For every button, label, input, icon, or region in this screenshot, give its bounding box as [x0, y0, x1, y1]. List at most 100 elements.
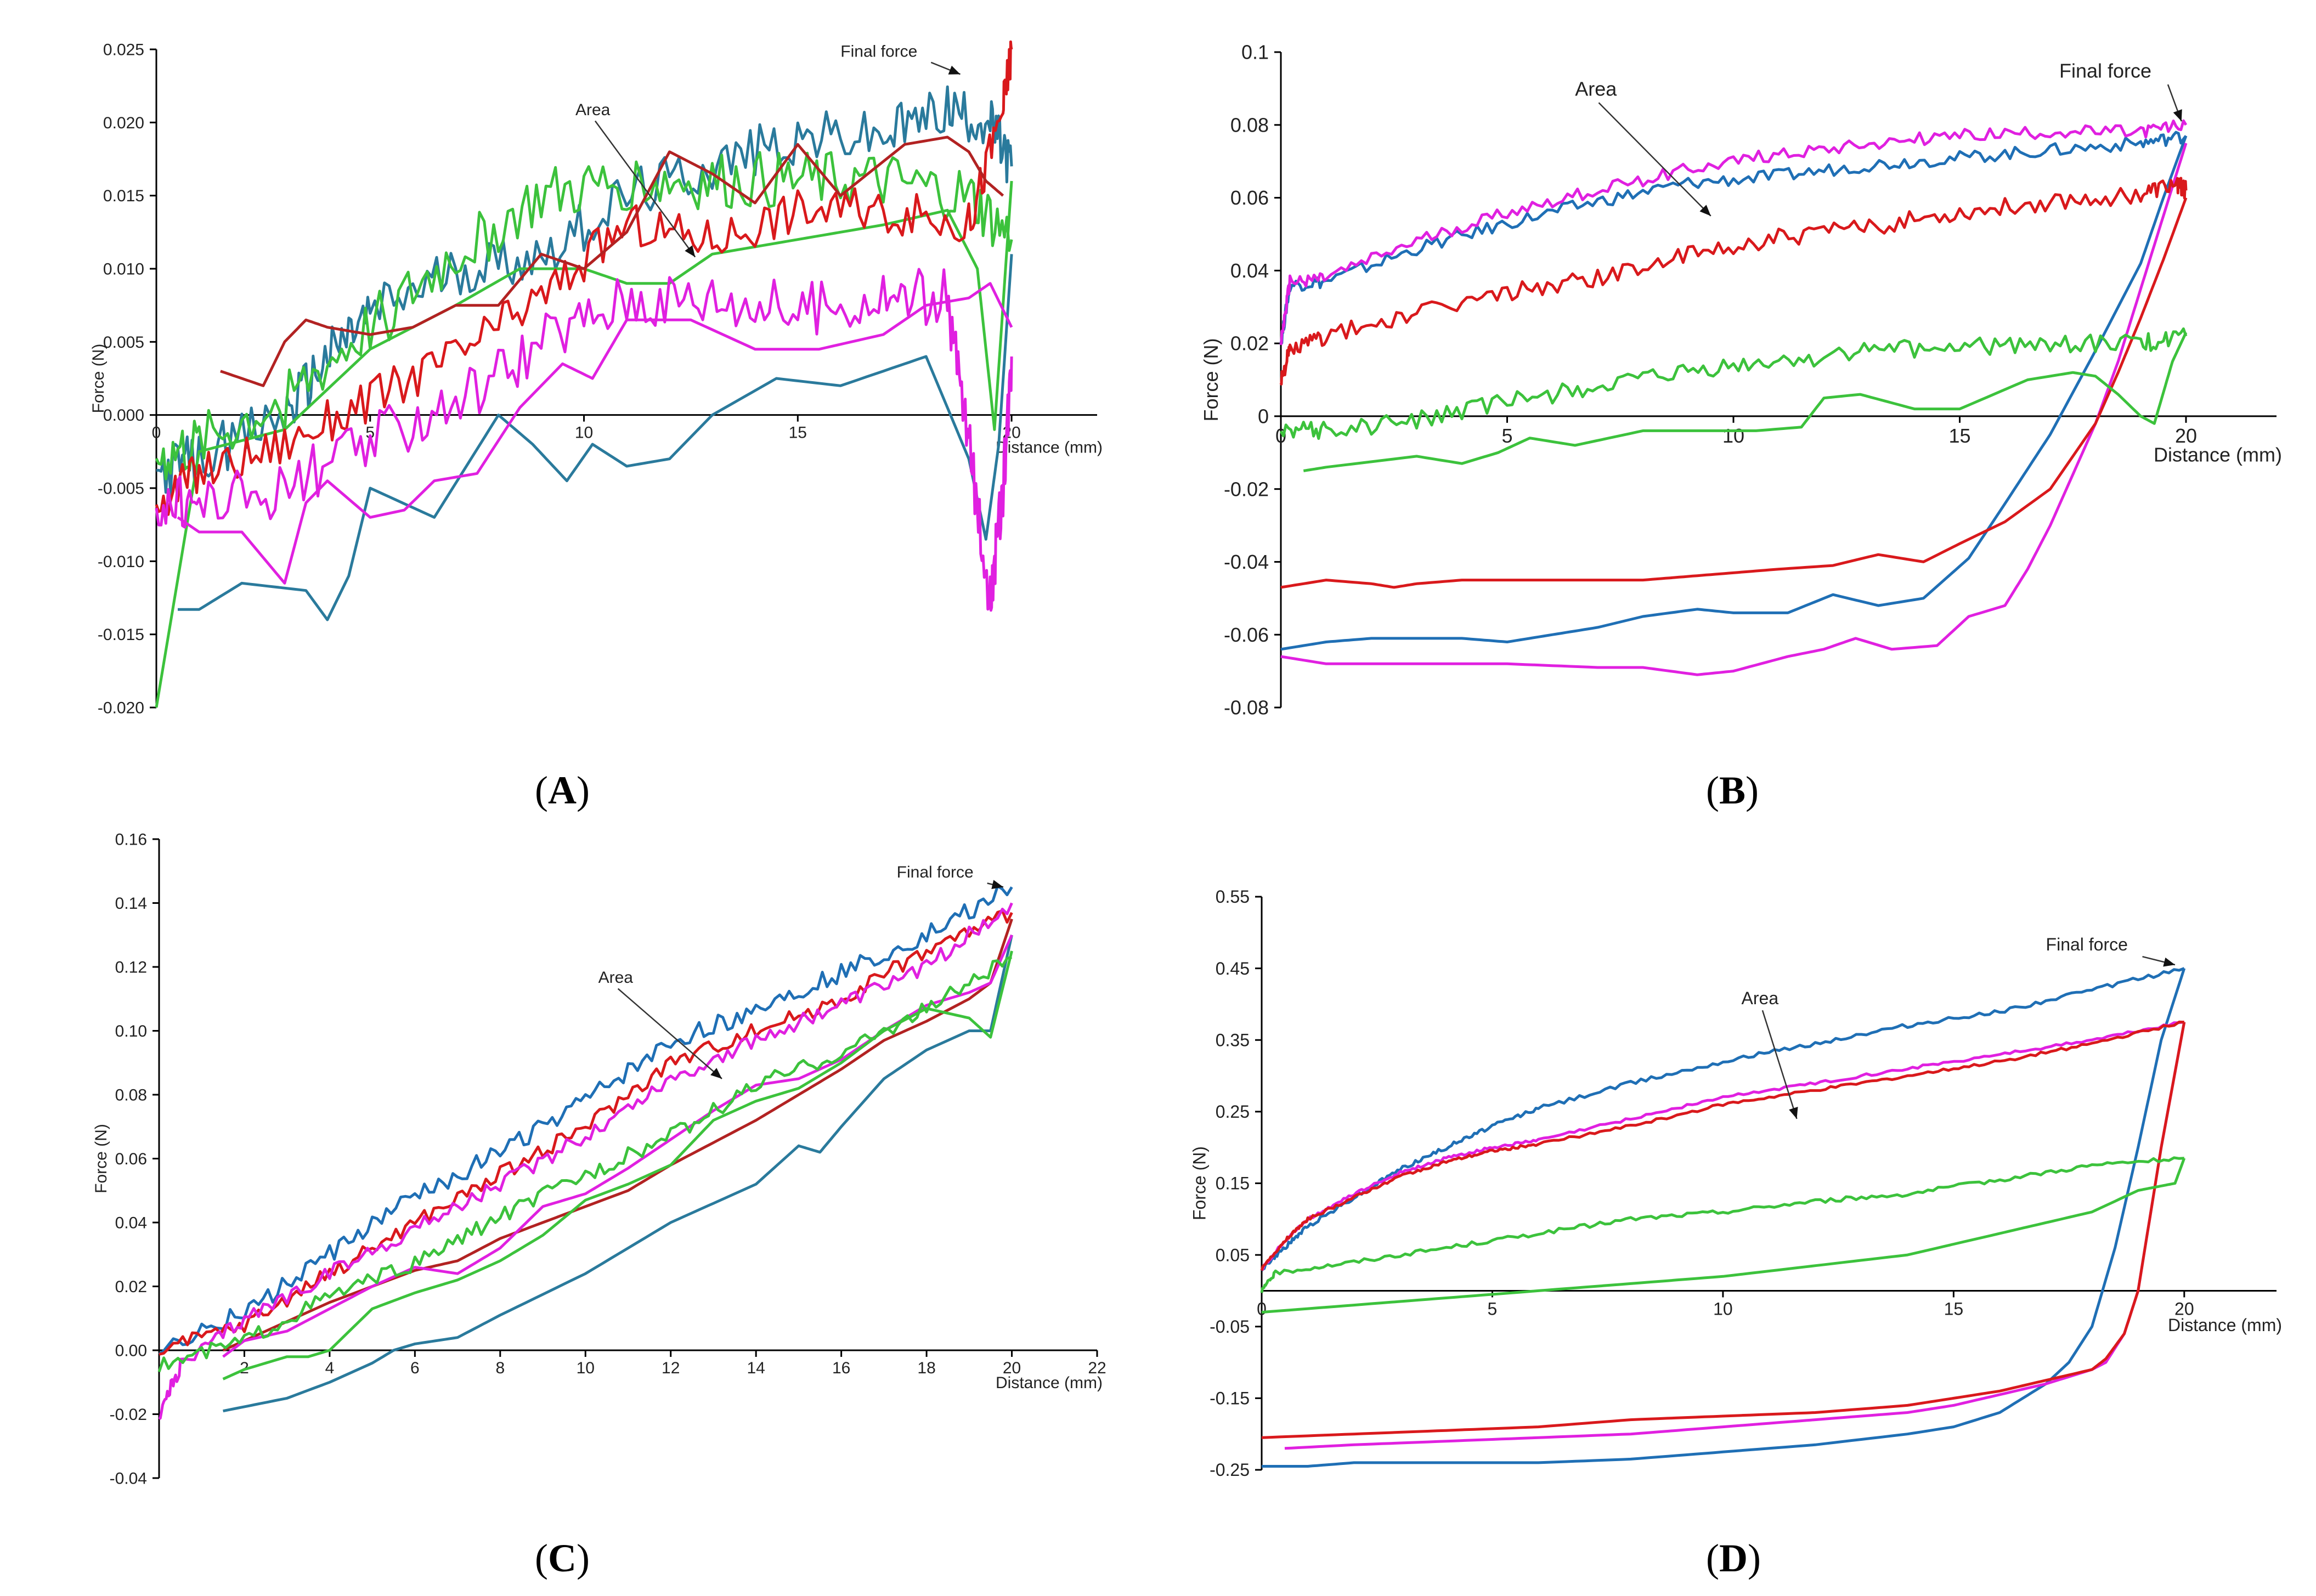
- x-tick-label: 5: [1501, 425, 1512, 447]
- y-tick-label: -0.08: [1224, 697, 1269, 719]
- annotation-arrowhead: [2163, 957, 2175, 967]
- x-axis-label: Distance (mm): [996, 439, 1103, 457]
- x-tick-label: 12: [662, 1359, 680, 1377]
- series-line-teal: [156, 85, 1013, 496]
- annotation-arrowhead: [710, 1068, 722, 1079]
- y-tick-label: 0.02: [1230, 332, 1269, 355]
- x-axis-label: Distance (mm): [996, 1374, 1103, 1392]
- annotation-arrow: [1598, 102, 1711, 217]
- annotation-label: Final force: [840, 42, 917, 60]
- y-tick-label: 0.020: [103, 114, 144, 132]
- series-line-red: [155, 40, 1013, 516]
- y-tick-label: -0.04: [1224, 551, 1269, 573]
- x-tick-label: 10: [1722, 425, 1744, 447]
- x-tick-label: 4: [325, 1359, 335, 1377]
- y-tick-label: 0.00: [115, 1342, 147, 1360]
- y-axis-label: Force (N): [89, 344, 108, 414]
- y-tick-label: 0.10: [115, 1022, 147, 1040]
- annotation-arrowhead: [1699, 205, 1711, 216]
- series-line-magenta: [1261, 1021, 2185, 1271]
- series-line-green: [155, 151, 1013, 480]
- x-tick-label: 5: [365, 424, 375, 442]
- x-tick-label: 15: [789, 424, 807, 442]
- annotation-arrow: [617, 988, 722, 1079]
- y-tick-label: -0.005: [98, 480, 144, 498]
- series-line-red: [159, 909, 1013, 1356]
- series-line-blue: [158, 885, 1013, 1356]
- annotation-arrowhead: [1789, 1107, 1798, 1119]
- series-line-magenta: [1279, 119, 2188, 346]
- y-tick-label: 0.35: [1216, 1030, 1250, 1050]
- y-axis-label: Force (N): [1190, 1146, 1210, 1220]
- annotation-label: Area: [575, 101, 611, 119]
- x-tick-label: 0: [152, 424, 161, 442]
- series-line-red: [1279, 177, 2188, 386]
- y-tick-label: 0.000: [103, 406, 144, 425]
- annotation-arrowhead: [2173, 109, 2182, 122]
- panel-label-d: (D): [1706, 1536, 1761, 1580]
- series-line-darkred-return: [222, 918, 1013, 1352]
- x-tick-label: 10: [1713, 1299, 1733, 1318]
- x-tick-label: 20: [2174, 1299, 2194, 1318]
- y-tick-label: -0.04: [110, 1470, 147, 1488]
- series-line-blue-return: [1280, 135, 2188, 651]
- annotation-label: Final force: [2046, 935, 2128, 954]
- y-tick-label: 0.08: [1230, 114, 1269, 136]
- x-tick-label: 22: [1088, 1359, 1106, 1377]
- annotation-label: Area: [1742, 988, 1779, 1008]
- series-line-blue: [1261, 967, 2185, 1272]
- series-line-red: [1260, 1020, 2184, 1271]
- series-line-teal-return: [178, 254, 1013, 621]
- y-tick-label: 0.15: [1216, 1174, 1250, 1193]
- x-tick-label: 8: [495, 1359, 505, 1377]
- x-tick-label: 14: [747, 1359, 765, 1377]
- series-line-blue-return: [1262, 967, 2186, 1468]
- y-tick-label: -0.15: [1210, 1389, 1250, 1408]
- series-line-green-return: [1303, 332, 2188, 472]
- panel-label-a: (A): [535, 768, 590, 812]
- x-tick-label: 18: [917, 1359, 935, 1377]
- panel-label-c: (C): [535, 1536, 590, 1580]
- x-axis-label: Distance (mm): [2154, 444, 2282, 466]
- x-tick-label: 20: [2175, 425, 2197, 447]
- series-line-green: [1279, 327, 2188, 440]
- chart-panel-d: -0.25 -0.15 -0.05 0.05 0.15 0.25 0.35 0.45 0.55 0…: [1190, 887, 2282, 1480]
- y-tick-label: 0.010: [103, 261, 144, 279]
- y-tick-label: 0.015: [103, 187, 144, 205]
- y-tick-label: 0.14: [115, 895, 147, 913]
- y-tick-label: 0.005: [103, 333, 144, 352]
- series-line-magenta-return: [177, 282, 1013, 585]
- y-tick-label: 0.08: [115, 1086, 147, 1105]
- series-line-magenta-return: [1280, 143, 2188, 676]
- annotation-arrowhead: [948, 65, 961, 75]
- y-tick-label: 0.06: [115, 1150, 147, 1168]
- series-line-green-return: [1261, 1157, 2186, 1314]
- annotation-label: Area: [1575, 78, 1617, 100]
- panel-label-b: (B): [1706, 768, 1759, 812]
- chart-panel-b: -0.08 -0.06 -0.04 -0.02 0 0.02 0.04 0.06 0.08 0.1…: [1200, 41, 2282, 719]
- y-tick-label: -0.02: [110, 1406, 147, 1424]
- y-tick-label: -0.06: [1224, 624, 1269, 646]
- chart-panel-c: -0.04 -0.02 0.00 0.02 0.04 0.06 0.08 0.10 0.12 0.…: [92, 831, 1106, 1488]
- x-tick-label: 20: [1003, 1359, 1021, 1377]
- y-tick-label: -0.25: [1210, 1460, 1250, 1480]
- series-line-green-return: [155, 180, 1013, 708]
- y-tick-label: -0.020: [98, 699, 144, 717]
- annotation-label: Final force: [2059, 59, 2151, 82]
- annotation-arrowhead: [685, 245, 696, 257]
- series-line-red-return: [1261, 1022, 2186, 1439]
- y-tick-label: 0.06: [1230, 186, 1269, 209]
- y-tick-label: 0.55: [1216, 887, 1250, 907]
- annotation-label: Area: [598, 969, 634, 987]
- series-line-magenta: [155, 268, 1013, 612]
- series-line-magenta-return: [1284, 1022, 2186, 1450]
- y-axis-label: Force (N): [92, 1124, 110, 1193]
- x-tick-label: 10: [577, 1359, 595, 1377]
- x-tick-label: 5: [1488, 1299, 1498, 1318]
- y-axis-label: Force (N): [1200, 338, 1222, 422]
- y-tick-label: 0: [1258, 405, 1269, 427]
- y-tick-label: -0.010: [98, 553, 144, 571]
- x-tick-label: 0: [1257, 1299, 1267, 1318]
- series-line-magenta: [158, 902, 1013, 1420]
